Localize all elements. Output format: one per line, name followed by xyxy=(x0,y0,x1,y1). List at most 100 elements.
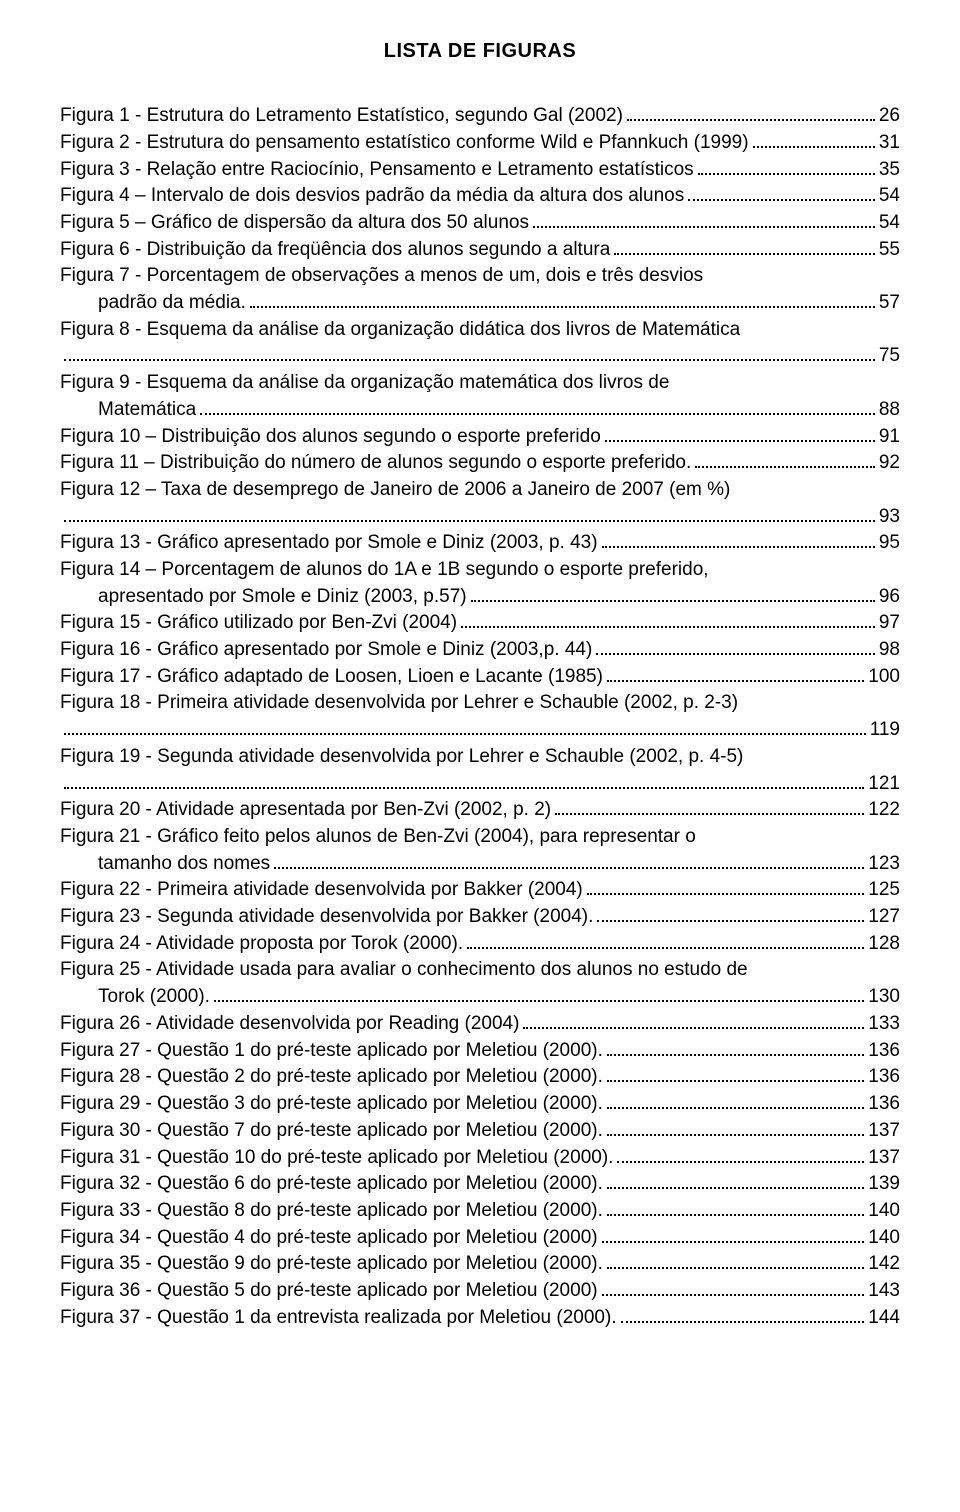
toc-entry-text: apresentado por Smole e Diniz (2003, p.5… xyxy=(98,584,467,611)
toc-leader-dots xyxy=(200,397,875,415)
toc-leader-dots xyxy=(64,343,875,361)
toc-leader-dots xyxy=(607,1037,864,1055)
toc-entry-text: Figura 30 - Questão 7 do pré-teste aplic… xyxy=(60,1118,603,1145)
toc-entry: 121 xyxy=(60,770,900,797)
toc-entry-page: 88 xyxy=(879,397,900,424)
toc-entry-page: 130 xyxy=(868,984,900,1011)
toc-entry-page: 100 xyxy=(868,664,900,691)
toc-entry-line: Figura 8 - Esquema da análise da organiz… xyxy=(60,317,900,344)
toc-entry: 93 xyxy=(60,503,900,530)
toc-entry-text: Figura 36 - Questão 5 do pré-teste aplic… xyxy=(60,1278,598,1305)
toc-entry: Figura 34 - Questão 4 do pré-teste aplic… xyxy=(60,1225,900,1252)
toc-leader-dots xyxy=(607,664,864,682)
toc-entry-page: 140 xyxy=(868,1225,900,1252)
toc-entry: 119 xyxy=(60,717,900,744)
toc-leader-dots xyxy=(467,931,864,949)
toc-entry-text: Figura 16 - Gráfico apresentado por Smol… xyxy=(60,637,592,664)
toc-entry-text: Figura 27 - Questão 1 do pré-teste aplic… xyxy=(60,1038,603,1065)
document-page: LISTA DE FIGURAS Figura 1 - Estrutura do… xyxy=(0,0,960,1512)
toc-entry: Figura 22 - Primeira atividade desenvolv… xyxy=(60,877,900,904)
toc-entry: Figura 35 - Questão 9 do pré-teste aplic… xyxy=(60,1251,900,1278)
toc-leader-dots xyxy=(533,210,875,228)
toc-entry-page: 98 xyxy=(879,637,900,664)
toc-entry: Figura 2 - Estrutura do pensamento estat… xyxy=(60,130,900,157)
toc-leader-dots xyxy=(605,423,875,441)
toc-entry-text: Figura 34 - Questão 4 do pré-teste aplic… xyxy=(60,1225,598,1252)
toc-entry: Figura 4 – Intervalo de dois desvios pad… xyxy=(60,183,900,210)
toc-entry-page: 93 xyxy=(879,504,900,531)
toc-entry-text: Figura 28 - Questão 2 do pré-teste aplic… xyxy=(60,1064,603,1091)
toc-entry-page: 125 xyxy=(868,877,900,904)
toc-entry-page: 75 xyxy=(879,343,900,370)
toc-leader-dots xyxy=(64,770,864,788)
toc-entry-text: Figura 29 - Questão 3 do pré-teste aplic… xyxy=(60,1091,603,1118)
toc-entry-page: 137 xyxy=(868,1118,900,1145)
toc-entry-page: 142 xyxy=(868,1251,900,1278)
toc-entry-page: 26 xyxy=(879,103,900,130)
toc-leader-dots xyxy=(597,904,864,922)
toc-entry-page: 119 xyxy=(870,717,900,744)
toc-entry-text: Figura 24 - Atividade proposta por Torok… xyxy=(60,931,463,958)
toc-entry-page: 123 xyxy=(868,851,900,878)
toc-entry-line: Figura 9 - Esquema da análise da organiz… xyxy=(60,370,900,397)
toc-entry-text: Figura 4 – Intervalo de dois desvios pad… xyxy=(60,183,684,210)
toc-entry-page: 95 xyxy=(879,530,900,557)
toc-leader-dots xyxy=(602,1278,865,1296)
toc-entry-page: 127 xyxy=(868,904,900,931)
toc-entry-page: 55 xyxy=(879,237,900,264)
toc-leader-dots xyxy=(64,503,875,521)
toc-entry: Torok (2000).130 xyxy=(60,984,900,1011)
toc-leader-dots xyxy=(607,1251,864,1269)
toc-entry-page: 54 xyxy=(879,210,900,237)
toc-entry-text: Figura 20 - Atividade apresentada por Be… xyxy=(60,797,551,824)
toc-entry-line: Figura 14 – Porcentagem de alunos do 1A … xyxy=(60,557,900,584)
toc-leader-dots xyxy=(602,1225,865,1243)
toc-entry-line: Figura 19 - Segunda atividade desenvolvi… xyxy=(60,744,900,771)
toc-entry-text: Figura 6 - Distribuição da freqüência do… xyxy=(60,237,610,264)
toc-entry-line: Figura 18 - Primeira atividade desenvolv… xyxy=(60,690,900,717)
toc-entry: Figura 36 - Questão 5 do pré-teste aplic… xyxy=(60,1278,900,1305)
toc-entry-text: Figura 33 - Questão 8 do pré-teste aplic… xyxy=(60,1198,603,1225)
toc-entry-text: Figura 1 - Estrutura do Letramento Estat… xyxy=(60,103,623,130)
toc-entry-page: 136 xyxy=(868,1038,900,1065)
page-title: LISTA DE FIGURAS xyxy=(60,40,900,63)
toc-leader-dots xyxy=(695,450,875,468)
toc-entry-line: Figura 12 – Taxa de desemprego de Janeir… xyxy=(60,477,900,504)
toc-leader-dots xyxy=(523,1011,864,1029)
toc-entry: Figura 31 - Questão 10 do pré-teste apli… xyxy=(60,1144,900,1171)
toc-entry-line: Figura 21 - Gráfico feito pelos alunos d… xyxy=(60,824,900,851)
toc-entry: Figura 33 - Questão 8 do pré-teste aplic… xyxy=(60,1198,900,1225)
toc-leader-dots xyxy=(607,1171,864,1189)
toc-leader-dots xyxy=(64,717,866,735)
toc-entry-text: Matemática xyxy=(98,397,196,424)
toc-entry-page: 143 xyxy=(868,1278,900,1305)
toc-entry-page: 128 xyxy=(868,931,900,958)
toc-entry-text: tamanho dos nomes xyxy=(98,851,270,878)
toc-entry: Figura 26 - Atividade desenvolvida por R… xyxy=(60,1011,900,1038)
toc-leader-dots xyxy=(607,1198,864,1216)
toc-entry-page: 96 xyxy=(879,584,900,611)
toc-entry-page: 31 xyxy=(879,130,900,157)
toc-entry-text: Figura 15 - Gráfico utilizado por Ben-Zv… xyxy=(60,610,457,637)
toc-leader-dots xyxy=(607,1118,864,1136)
toc-entry: 75 xyxy=(60,343,900,370)
toc-entry: Figura 15 - Gráfico utilizado por Ben-Zv… xyxy=(60,610,900,637)
toc-leader-dots xyxy=(621,1305,865,1323)
toc-entry-text: Figura 5 – Gráfico de dispersão da altur… xyxy=(60,210,529,237)
toc-entry: Figura 23 - Segunda atividade desenvolvi… xyxy=(60,904,900,931)
toc-leader-dots xyxy=(602,530,875,548)
toc-entry: apresentado por Smole e Diniz (2003, p.5… xyxy=(60,584,900,611)
toc-entry-line: Figura 7 - Porcentagem de observações a … xyxy=(60,263,900,290)
toc-entry: Figura 20 - Atividade apresentada por Be… xyxy=(60,797,900,824)
toc-leader-dots xyxy=(555,797,864,815)
toc-leader-dots xyxy=(607,1091,864,1109)
toc-leader-dots xyxy=(274,850,864,868)
toc-entry: Matemática 88 xyxy=(60,397,900,424)
toc-entry-text: Figura 10 – Distribuição dos alunos segu… xyxy=(60,424,601,451)
toc-entry-text: Figura 35 - Questão 9 do pré-teste aplic… xyxy=(60,1251,603,1278)
toc-entry-text: Figura 32 - Questão 6 do pré-teste aplic… xyxy=(60,1171,603,1198)
toc-entry-page: 136 xyxy=(868,1064,900,1091)
toc-leader-dots xyxy=(461,610,875,628)
toc-entry-text: padrão da média. xyxy=(98,290,246,317)
toc-entry: Figura 1 - Estrutura do Letramento Estat… xyxy=(60,103,900,130)
